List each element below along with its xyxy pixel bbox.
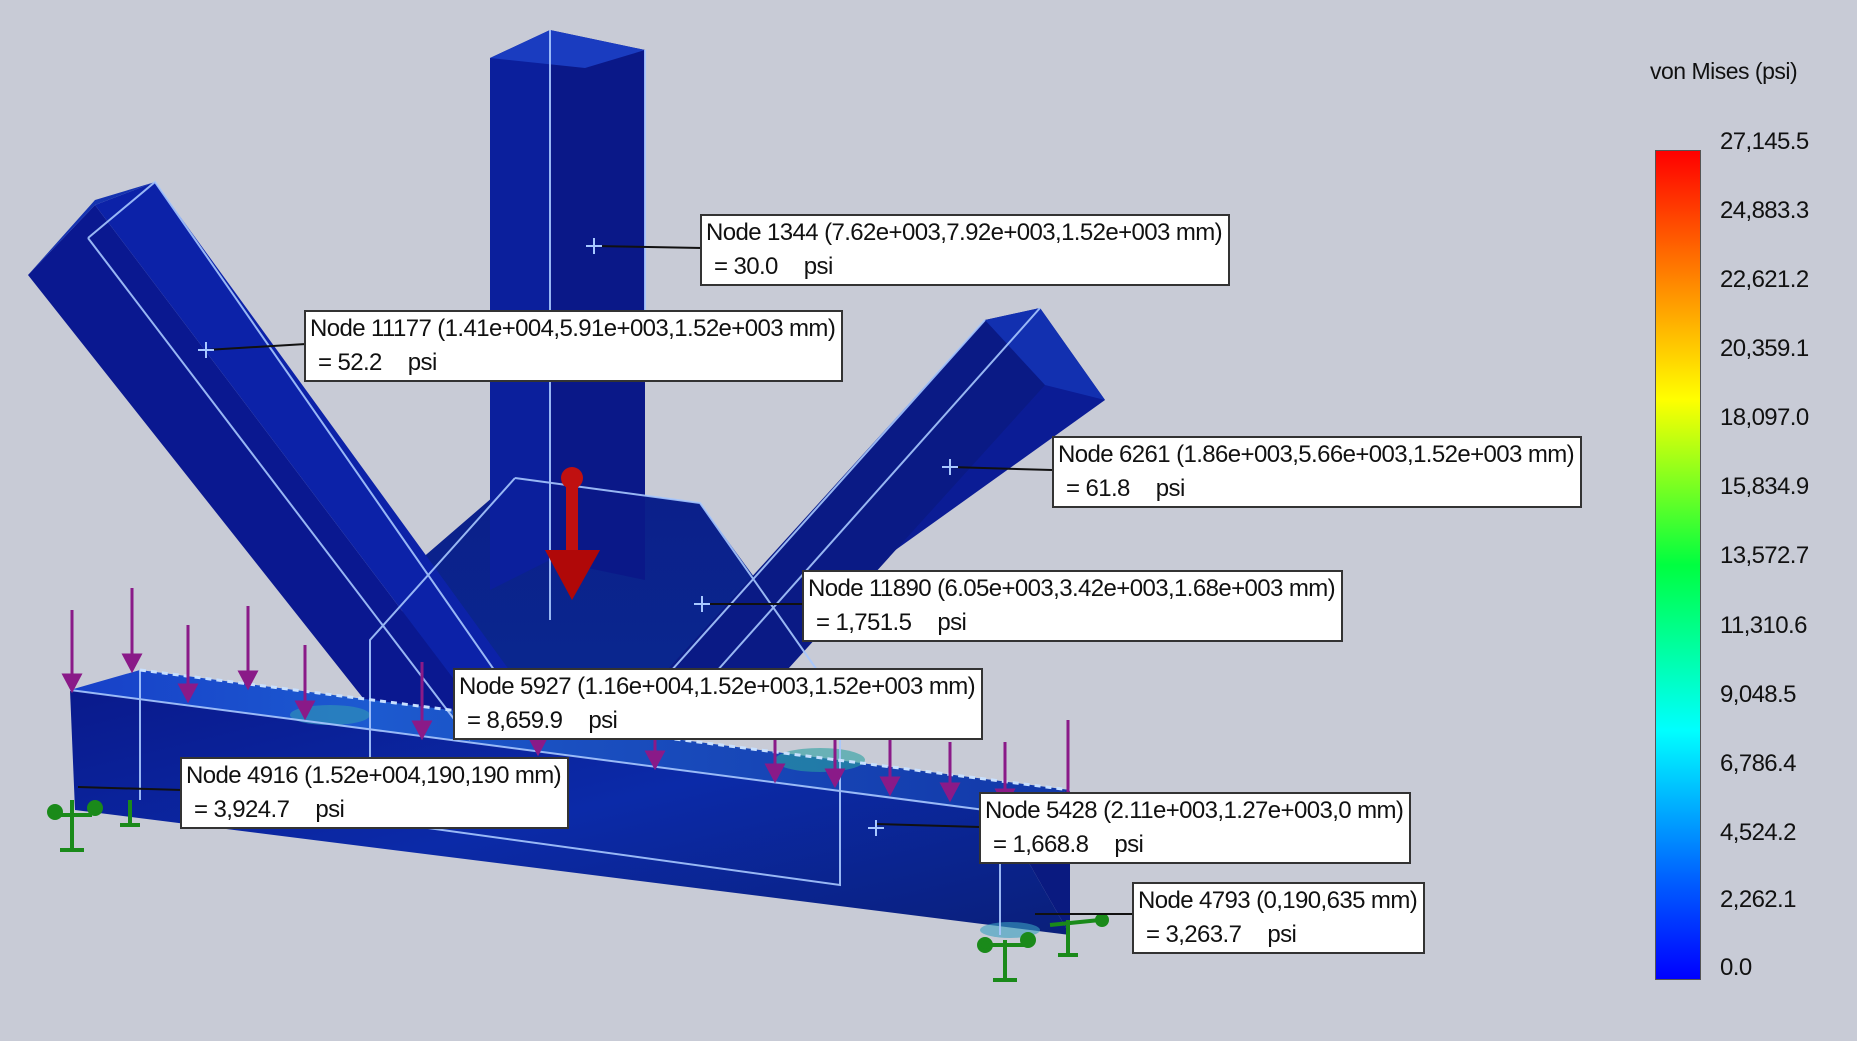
point-load-arrow <box>545 467 600 600</box>
probe-node-6261: Node 6261 (1.86e+003,5.66e+003,1.52e+003… <box>1052 436 1583 508</box>
probe-node-coords: Node 4916 (1.52e+004,190,190 mm) <box>186 762 562 789</box>
probe-node-5927: Node 5927 (1.16e+004,1.52e+003,1.52e+003… <box>453 668 984 740</box>
legend-label: 27,145.5 <box>1720 128 1809 155</box>
legend-label: 18,097.0 <box>1720 404 1809 431</box>
probe-unit: psi <box>315 796 345 823</box>
legend-label: 11,310.6 <box>1720 612 1807 639</box>
probe-node-4916: Node 4916 (1.52e+004,190,190 mm) = 3,924… <box>180 757 570 829</box>
probe-unit: psi <box>1155 475 1185 502</box>
probe-value: = 52.2 <box>318 349 382 376</box>
probe-node-coords: Node 5428 (2.11e+003,1.27e+003,0 mm) <box>985 797 1404 824</box>
color-scale-bar <box>1655 150 1701 980</box>
probe-node-coords: Node 4793 (0,190,635 mm) <box>1138 887 1418 914</box>
legend-label: 22,621.2 <box>1720 266 1809 293</box>
probe-value: = 1,751.5 <box>816 609 912 636</box>
probe-node-11177: Node 11177 (1.41e+004,5.91e+003,1.52e+00… <box>304 310 844 382</box>
probe-value: = 1,668.8 <box>993 831 1089 858</box>
probe-unit: psi <box>937 609 967 636</box>
probe-unit: psi <box>1267 921 1297 948</box>
vertical-column-side <box>550 30 645 580</box>
legend-label: 9,048.5 <box>1720 681 1796 708</box>
probe-value: = 8,659.9 <box>467 707 563 734</box>
probe-value: = 30.0 <box>714 253 778 280</box>
probe-value: = 3,263.7 <box>1146 921 1242 948</box>
probe-unit: psi <box>588 707 618 734</box>
probe-unit: psi <box>407 349 437 376</box>
legend-label: 0.0 <box>1720 954 1752 981</box>
legend-title: von Mises (psi) <box>1650 58 1798 84</box>
probe-value: = 61.8 <box>1066 475 1130 502</box>
probe-node-coords: Node 6261 (1.86e+003,5.66e+003,1.52e+003… <box>1058 441 1575 468</box>
legend-label: 24,883.3 <box>1720 197 1809 224</box>
left-brace-side <box>28 205 515 770</box>
probe-node-coords: Node 1344 (7.62e+003,7.92e+003,1.52e+003… <box>706 219 1223 246</box>
probe-value: = 3,924.7 <box>194 796 290 823</box>
probe-unit: psi <box>803 253 833 280</box>
legend-label: 4,524.2 <box>1720 819 1796 846</box>
fixed-support-right <box>977 913 1109 982</box>
legend-label: 2,262.1 <box>1720 886 1796 913</box>
legend-label: 13,572.7 <box>1720 542 1809 569</box>
legend-label: 6,786.4 <box>1720 750 1796 777</box>
probe-node-5428: Node 5428 (2.11e+003,1.27e+003,0 mm) = 1… <box>979 792 1412 864</box>
probe-node-coords: Node 11177 (1.41e+004,5.91e+003,1.52e+00… <box>310 315 836 342</box>
legend-label: 15,834.9 <box>1720 473 1809 500</box>
probe-node-coords: Node 5927 (1.16e+004,1.52e+003,1.52e+003… <box>459 673 976 700</box>
probe-node-11890: Node 11890 (6.05e+003,3.42e+003,1.68e+00… <box>802 570 1343 642</box>
bottom-beam-front <box>70 690 1070 935</box>
vertical-column-top <box>490 30 645 68</box>
probe-node-4793: Node 4793 (0,190,635 mm) = 3,263.7 psi <box>1132 882 1426 954</box>
left-brace-front <box>95 182 560 760</box>
probe-node-1344: Node 1344 (7.62e+003,7.92e+003,1.52e+003… <box>700 214 1231 286</box>
probe-unit: psi <box>1114 831 1144 858</box>
fixed-support-left <box>47 800 140 852</box>
probe-node-coords: Node 11890 (6.05e+003,3.42e+003,1.68e+00… <box>808 575 1336 602</box>
legend-label: 20,359.1 <box>1720 335 1809 362</box>
right-brace-top <box>985 308 1105 400</box>
